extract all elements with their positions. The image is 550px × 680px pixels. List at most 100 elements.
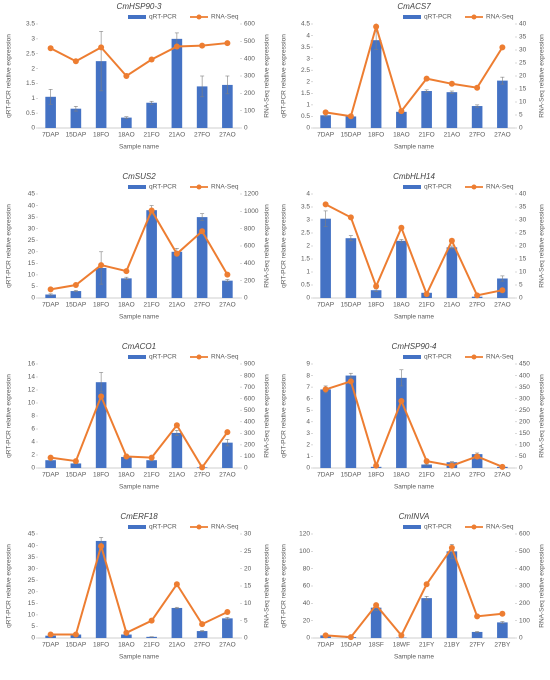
line-marker bbox=[47, 454, 54, 461]
x-tick-label: 15DAP bbox=[66, 642, 87, 649]
line-marker bbox=[423, 75, 430, 82]
x-axis-title: Sample name bbox=[394, 314, 434, 321]
y-tick-label: 30 bbox=[28, 225, 36, 232]
bar bbox=[196, 217, 208, 298]
y-tick-label: 14 bbox=[28, 374, 36, 381]
bar bbox=[146, 102, 157, 128]
y-tick-label: 60 bbox=[303, 583, 311, 590]
bar bbox=[45, 294, 56, 298]
legend-label: RNA-Seq bbox=[211, 14, 239, 21]
bar bbox=[370, 607, 382, 638]
x-tick-label: 21FO bbox=[418, 302, 434, 309]
y2-tick-label: 35 bbox=[519, 34, 527, 41]
bar bbox=[121, 278, 132, 298]
line-marker bbox=[123, 73, 130, 79]
y2-tick-label: 300 bbox=[519, 583, 530, 590]
line-marker bbox=[173, 43, 180, 50]
line-marker bbox=[199, 42, 206, 49]
x-tick-label: 15DAP bbox=[341, 132, 362, 139]
legend-label: RNA-Seq bbox=[211, 354, 239, 361]
y-tick-label: 2 bbox=[306, 442, 310, 449]
line-marker bbox=[347, 214, 354, 221]
chart-title: CmACS7 bbox=[397, 2, 431, 11]
y2-axis-title: RNA-Seq relative expression bbox=[264, 374, 271, 458]
x-axis-title: Sample name bbox=[394, 484, 434, 491]
bar bbox=[222, 280, 233, 298]
y-tick-label: 9 bbox=[306, 361, 310, 368]
legend-label: RNA-Seq bbox=[486, 14, 514, 21]
bar bbox=[45, 460, 56, 468]
x-tick-label: 18AO bbox=[118, 642, 135, 649]
bar bbox=[320, 389, 331, 468]
y-tick-label: 3 bbox=[306, 430, 310, 437]
line-marker bbox=[199, 228, 206, 235]
y-axis-title: qRT-PCR relative expression bbox=[6, 204, 13, 288]
x-axis-title: Sample name bbox=[119, 314, 159, 321]
x-tick-label: 18FO bbox=[93, 132, 109, 139]
chart-panel: CmSUS2 0 5 10 15 20 25 30 35 40 45 0 200 400 600 800 100… bbox=[6, 172, 271, 321]
x-tick-label: 21AO bbox=[169, 472, 186, 479]
bar bbox=[421, 91, 432, 128]
legend-swatch bbox=[128, 185, 146, 189]
line-marker bbox=[224, 429, 231, 436]
line-marker bbox=[148, 207, 155, 214]
y2-tick-label: 25 bbox=[244, 548, 252, 555]
bar bbox=[497, 80, 508, 128]
x-tick-label: 21AO bbox=[169, 302, 186, 309]
y-tick-label: 2.5 bbox=[301, 230, 310, 237]
y2-tick-label: 0 bbox=[244, 295, 248, 302]
error-bar bbox=[149, 100, 154, 105]
y-tick-label: 1 bbox=[306, 269, 310, 276]
x-tick-label: 27FO bbox=[194, 642, 210, 649]
y2-tick-label: 30 bbox=[244, 531, 252, 538]
y-tick-label: 0 bbox=[31, 635, 35, 642]
error-bar bbox=[200, 213, 205, 221]
y2-tick-label: 600 bbox=[244, 395, 255, 402]
x-axis-title: Sample name bbox=[119, 484, 159, 491]
x-tick-label: 27FO bbox=[469, 132, 485, 139]
y2-tick-label: 300 bbox=[519, 395, 530, 402]
error-bar bbox=[124, 276, 129, 280]
bar bbox=[396, 240, 407, 298]
y2-tick-label: 30 bbox=[519, 217, 527, 224]
line-marker bbox=[199, 464, 206, 471]
line bbox=[50, 208, 229, 291]
line bbox=[325, 545, 503, 639]
chart-title: CmHSP90-4 bbox=[392, 342, 437, 351]
bar bbox=[146, 460, 157, 468]
y2-tick-label: 200 bbox=[244, 442, 255, 449]
error-bar bbox=[124, 116, 129, 119]
x-tick-label: 21FO bbox=[143, 642, 159, 649]
bar bbox=[345, 238, 357, 298]
bar bbox=[471, 106, 483, 128]
x-tick-label: 21FY bbox=[419, 642, 435, 649]
line-marker bbox=[448, 544, 455, 551]
bar bbox=[146, 636, 157, 638]
y-axis-title: qRT-PCR relative expression bbox=[6, 374, 13, 458]
bar bbox=[421, 598, 432, 638]
legend-marker bbox=[471, 14, 477, 20]
line-marker bbox=[98, 393, 105, 400]
x-tick-label: 27AO bbox=[219, 642, 236, 649]
y-tick-label: 3 bbox=[306, 217, 310, 224]
y-tick-label: 25 bbox=[28, 577, 36, 584]
bar bbox=[446, 247, 458, 298]
line-marker bbox=[398, 632, 405, 639]
y-tick-label: 0 bbox=[306, 295, 310, 302]
y-tick-label: 3.5 bbox=[26, 21, 35, 28]
error-bar bbox=[500, 621, 505, 624]
line-marker bbox=[47, 286, 54, 293]
y-tick-label: 2.5 bbox=[301, 67, 310, 74]
y2-tick-label: 450 bbox=[519, 361, 530, 368]
y-tick-label: 2 bbox=[31, 452, 35, 459]
line-marker bbox=[499, 610, 506, 617]
y-tick-label: 80 bbox=[303, 565, 311, 572]
line-marker bbox=[448, 462, 455, 469]
y2-tick-label: 1000 bbox=[244, 208, 259, 215]
x-tick-label: 7DAP bbox=[317, 472, 334, 479]
y2-tick-label: 400 bbox=[244, 55, 255, 62]
y-tick-label: 5 bbox=[306, 407, 310, 414]
line-marker bbox=[423, 458, 430, 465]
chart-panel: CmHSP90-4 0 1 2 3 4 5 6 7 8 9 0 50 100 150 200 250 300 350… bbox=[281, 342, 546, 491]
